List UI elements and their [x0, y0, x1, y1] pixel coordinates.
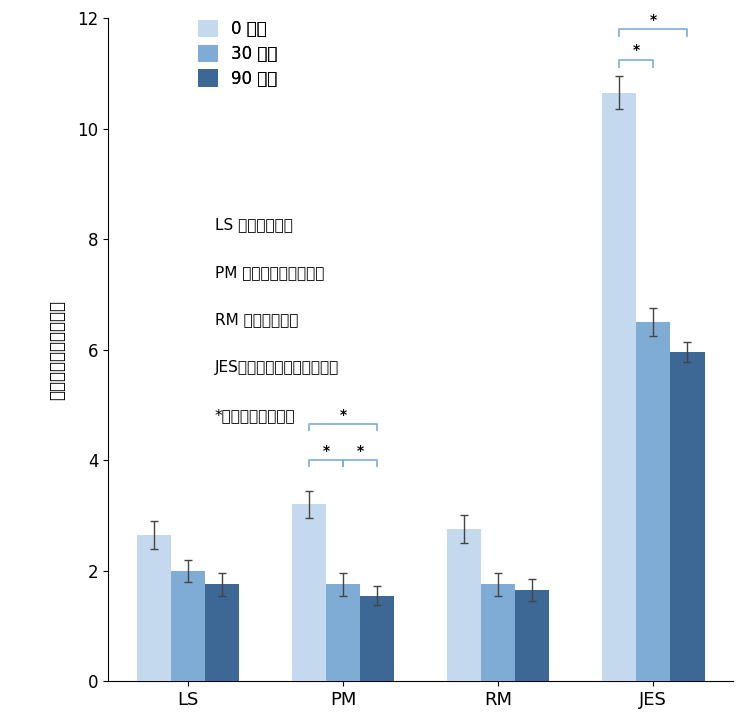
Text: *: *: [650, 13, 657, 27]
Bar: [602, 93, 636, 681]
Text: *: *: [632, 43, 640, 58]
Text: *: *: [322, 444, 330, 458]
Bar: [292, 504, 326, 681]
Text: RM ：関節可動域: RM ：関節可動域: [214, 312, 298, 328]
Legend: 0 日目, 30 日目, 90 日目: 0 日目, 30 日目, 90 日目: [198, 20, 278, 88]
Bar: [481, 585, 516, 681]
Bar: [670, 352, 705, 681]
Bar: [636, 322, 670, 681]
Text: *: *: [356, 444, 364, 458]
Bar: [171, 571, 205, 681]
Bar: [326, 585, 360, 681]
Bar: [137, 535, 171, 681]
Text: *: *: [339, 408, 347, 422]
Bar: [360, 595, 394, 681]
Text: PM ：触診における疼痛: PM ：触診における疼痛: [214, 265, 324, 280]
Bar: [447, 529, 481, 681]
Bar: [516, 590, 549, 681]
Text: JES：関節全体の評価スコア: JES：関節全体の評価スコア: [214, 360, 339, 375]
Text: *　　：有意差あり: * ：有意差あり: [214, 408, 295, 423]
Y-axis label: 疼痛スコア（平均値）: 疼痛スコア（平均値）: [48, 300, 66, 400]
Text: LS ：跥行スコア: LS ：跥行スコア: [214, 217, 292, 232]
Bar: [205, 585, 239, 681]
